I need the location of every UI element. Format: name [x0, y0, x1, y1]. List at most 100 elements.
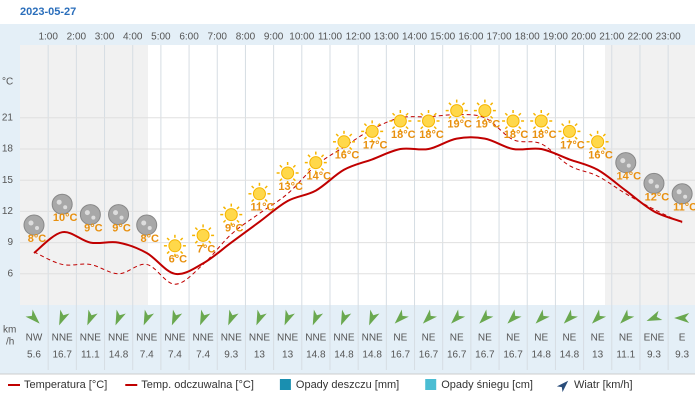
day-area [148, 45, 605, 305]
sun-ray [433, 112, 437, 116]
data-label: 6°C [169, 254, 188, 266]
data-label: 11°C [673, 202, 695, 214]
sun-icon [304, 151, 327, 174]
moon-disc [23, 214, 45, 236]
sun-ray [405, 112, 409, 116]
wind-arrow [674, 313, 690, 323]
wind-direction: NNE [108, 333, 129, 344]
data-label: 18°C [532, 129, 557, 141]
sun-icon [163, 234, 186, 257]
sun-disc [450, 104, 464, 118]
moon-icon [23, 214, 45, 236]
sun-ray [320, 167, 325, 171]
sun-icon [586, 130, 609, 153]
sun-ray [433, 126, 437, 130]
data-label: 18°C [504, 129, 529, 141]
x-tick-label: 12:00 [346, 32, 371, 43]
sun-ray [602, 133, 606, 137]
data-label: 13°C [278, 181, 303, 193]
wind-speed: 5.6 [27, 350, 41, 361]
y-tick-label: 15 [2, 175, 14, 186]
moon-crater [113, 210, 119, 216]
sun-ray [222, 206, 227, 210]
sun-ray [208, 240, 212, 244]
moon-crater [147, 226, 152, 230]
x-tick-label: 4:00 [123, 32, 143, 43]
wind-direction: NNE [305, 333, 326, 344]
wind-arrow [451, 309, 466, 324]
x-tick-label: 14:00 [402, 32, 427, 43]
data-label: 18°C [391, 129, 416, 141]
wind-arrow [87, 309, 98, 326]
wind-arrow [171, 309, 183, 326]
sun-icon [192, 224, 215, 247]
sun-ray [335, 146, 339, 151]
sun-disc [534, 114, 548, 128]
sun-disc [393, 114, 407, 128]
chart-title: 2023-05-27 [20, 6, 76, 18]
y-tick-label: 18 [2, 144, 14, 155]
sun-ray [194, 227, 198, 231]
sun-icon [332, 130, 355, 153]
sun-ray [532, 126, 537, 130]
wind-speed: 9.3 [224, 350, 238, 361]
sun-icon [417, 110, 440, 132]
wind-arrow [59, 309, 70, 326]
legend-label: Temperatura [°C] [24, 379, 107, 391]
y-tick-label: 21 [2, 112, 14, 123]
sun-icon [276, 162, 299, 184]
sun-ray [504, 126, 508, 130]
sun-disc [224, 208, 238, 222]
legend-label: Opady deszczu [mm] [296, 379, 399, 391]
data-label: 16°C [335, 150, 360, 162]
wind-arrow [591, 309, 607, 324]
wind-speed: 13 [254, 350, 266, 361]
data-label: 11°C [250, 202, 274, 214]
wind-direction: NNE [249, 333, 270, 344]
x-tick-label: 18:00 [515, 32, 540, 43]
data-label: 10°C [53, 212, 78, 224]
x-tick-label: 5:00 [151, 32, 171, 43]
wind-direction: NNE [164, 333, 185, 344]
moon-crater [626, 163, 631, 168]
wind-speed: 14.8 [560, 350, 580, 361]
sun-ray [320, 154, 325, 158]
moon-icon [136, 214, 158, 236]
moon-crater [84, 210, 90, 216]
sun-disc [168, 239, 182, 253]
wind-speed: 16.7 [447, 350, 467, 361]
sun-ray [546, 112, 550, 116]
sun-ray [602, 146, 606, 151]
moon-crater [56, 199, 62, 205]
wind-direction: NE [450, 333, 464, 344]
sun-ray [461, 102, 466, 106]
sun-disc [591, 135, 605, 149]
sun-ray [194, 240, 198, 244]
sun-icon [502, 110, 525, 132]
sun-ray [377, 136, 381, 140]
sun-ray [208, 227, 212, 231]
moon-icon [51, 193, 73, 215]
sun-ray [307, 154, 311, 158]
sun-ray [292, 164, 296, 168]
sun-ray [222, 219, 227, 223]
sun-ray [448, 102, 452, 106]
sun-ray [251, 185, 255, 189]
sun-ray [180, 237, 184, 241]
moon-crater [35, 226, 39, 230]
wind-speed: 7.4 [168, 350, 182, 361]
sun-ray [349, 146, 353, 151]
sun-ray [363, 123, 368, 127]
wind-arrow [507, 309, 522, 324]
sun-ray [236, 219, 240, 223]
x-tick-label: 8:00 [236, 32, 256, 43]
sun-ray [461, 115, 466, 119]
moon-disc [79, 204, 101, 226]
moon-crater [620, 158, 626, 164]
sun-disc [309, 156, 323, 170]
data-label: 8°C [28, 233, 47, 245]
sun-icon [220, 203, 243, 226]
sun-ray [392, 126, 396, 130]
sun-ray [532, 112, 537, 116]
sun-ray [363, 136, 368, 140]
